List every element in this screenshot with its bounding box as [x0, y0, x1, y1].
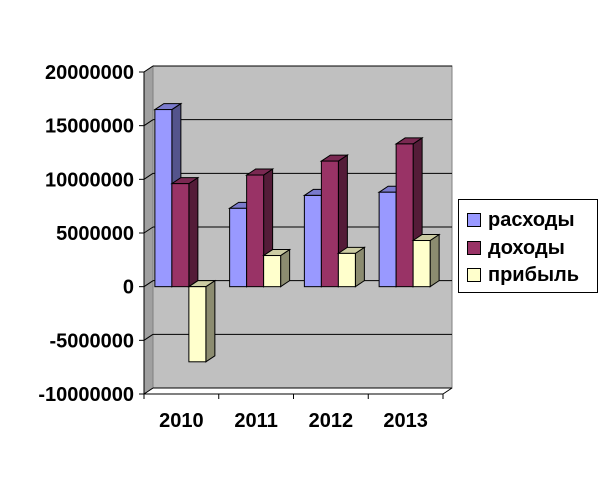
x-category-label: 2010	[159, 410, 204, 432]
legend-label: доходы	[488, 236, 565, 259]
x-axis-depth-line	[442, 387, 453, 395]
legend-swatch	[467, 241, 481, 255]
y-axis-tick-labels: 20000000 15000000 10000000 5000000 0 -5000000…	[38, 62, 134, 406]
x-category-label: 2013	[383, 410, 428, 432]
gridline-side	[143, 387, 154, 395]
y-tick-label: 15000000	[45, 116, 134, 138]
y-tick-label: -5000000	[49, 330, 134, 352]
bar-2011-3	[261, 248, 292, 288]
bar-front-face	[320, 160, 339, 288]
bar-front-face	[229, 207, 248, 288]
gridline-side	[143, 172, 154, 180]
legend-swatch	[467, 268, 481, 282]
bar-front-face	[378, 191, 397, 288]
legend-item-series-3: прибыль	[467, 263, 579, 287]
bar-front-face	[395, 143, 414, 288]
bar-front-face	[303, 194, 322, 288]
bar-front-face	[263, 255, 282, 288]
legend-item-series-2: доходы	[467, 236, 565, 260]
y-tick-label: 20000000	[45, 62, 134, 84]
x-axis-category-labels: 2010 2011 2012 2013	[159, 410, 428, 432]
bar-front-face	[188, 286, 207, 363]
y-tick-label: -10000000	[38, 384, 134, 406]
legend-label: расходы	[488, 208, 575, 231]
gridline-side	[143, 65, 154, 73]
y-tick-label: 0	[123, 277, 134, 299]
bar-side-face	[429, 233, 440, 288]
bar-front-face	[337, 252, 356, 288]
x-category-label: 2012	[309, 410, 354, 432]
gridline-side	[143, 333, 154, 341]
legend-label: прибыль	[488, 263, 580, 286]
bar-2010-3	[187, 279, 217, 363]
bar-front-face	[246, 174, 265, 288]
legend-swatch	[467, 213, 481, 227]
bar-side-face	[354, 246, 365, 288]
bar-front-face	[171, 183, 190, 288]
bar-side-face	[188, 176, 199, 288]
y-tick-label: 5000000	[56, 223, 134, 245]
gridline-side	[143, 119, 154, 127]
bar-front-face	[412, 240, 431, 288]
x-category-label: 2011	[234, 410, 277, 432]
bars-layer	[153, 102, 441, 363]
bar-2013-2	[394, 136, 424, 288]
legend: расходы доходы прибыль	[458, 199, 598, 293]
bar-2012-3	[336, 246, 367, 288]
bar-2013-3	[411, 233, 441, 288]
y-tick-label: 10000000	[45, 169, 134, 191]
bar-side-face	[205, 279, 216, 363]
bar-front-face	[154, 109, 173, 288]
bar-2010-2	[170, 176, 200, 288]
gridline-side	[143, 226, 154, 234]
gridline-side	[143, 280, 154, 288]
legend-item-series-1: расходы	[467, 208, 575, 232]
